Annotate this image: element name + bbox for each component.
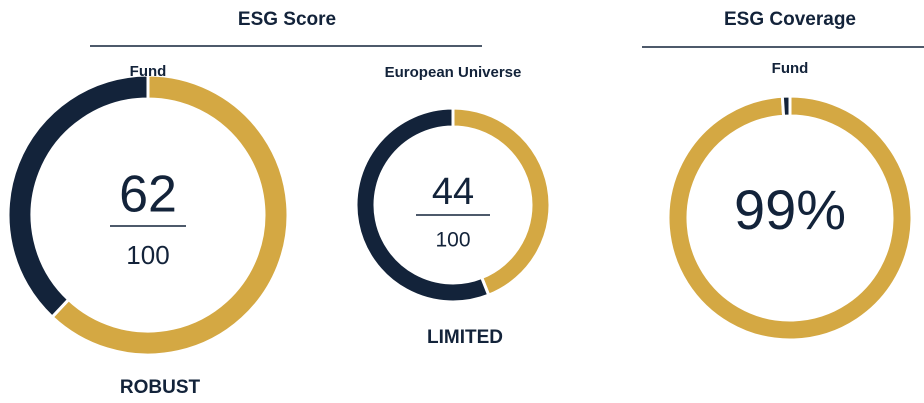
- donut-segment: [50, 73, 290, 357]
- center-value: 62: [119, 166, 177, 224]
- donut-title: Fund: [772, 60, 809, 77]
- donut-title: European Universe: [385, 64, 522, 81]
- section-title: ESG Coverage: [724, 9, 856, 30]
- section-title: ESG Score: [238, 9, 336, 30]
- donut-remainder: [780, 94, 792, 118]
- donut-segment: [666, 94, 914, 342]
- rating-label: ROBUST: [120, 377, 201, 398]
- center-total: 100: [126, 240, 169, 270]
- center-value: 44: [432, 171, 474, 213]
- donut-remainder: [6, 73, 150, 320]
- donut-title: Fund: [130, 63, 167, 80]
- center-value: 99%: [734, 178, 846, 241]
- donut-remainder: [354, 106, 491, 304]
- rating-label: LIMITED: [427, 327, 503, 348]
- center-total: 100: [435, 229, 470, 252]
